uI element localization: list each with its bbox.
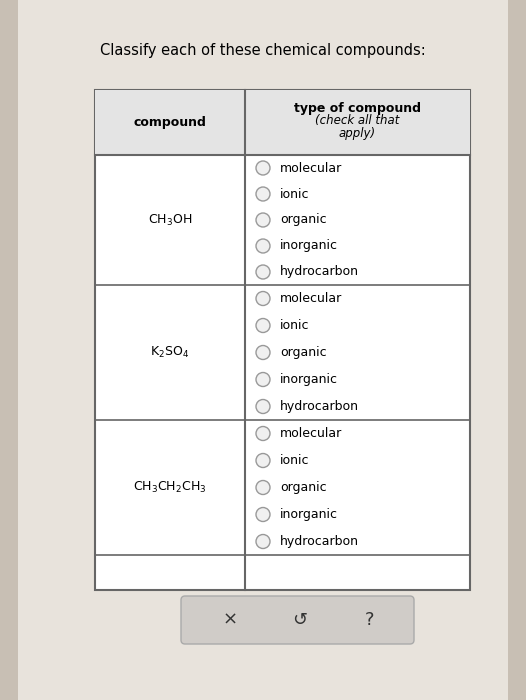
Text: hydrocarbon: hydrocarbon xyxy=(280,400,359,413)
Text: ↺: ↺ xyxy=(292,611,308,629)
Circle shape xyxy=(256,508,270,522)
Circle shape xyxy=(256,346,270,360)
Text: ionic: ionic xyxy=(280,188,309,200)
Text: organic: organic xyxy=(280,346,327,359)
Circle shape xyxy=(256,372,270,386)
Text: CH$_3$OH: CH$_3$OH xyxy=(148,213,192,228)
Circle shape xyxy=(256,187,270,201)
Text: organic: organic xyxy=(280,214,327,227)
Circle shape xyxy=(256,318,270,332)
Text: inorganic: inorganic xyxy=(280,373,338,386)
Circle shape xyxy=(256,426,270,440)
Circle shape xyxy=(256,213,270,227)
Text: (check all that: (check all that xyxy=(315,114,400,127)
Text: molecular: molecular xyxy=(280,162,342,174)
FancyBboxPatch shape xyxy=(95,90,470,590)
Text: molecular: molecular xyxy=(280,427,342,440)
Circle shape xyxy=(256,239,270,253)
Text: CH$_3$CH$_2$CH$_3$: CH$_3$CH$_2$CH$_3$ xyxy=(133,480,207,495)
Text: K$_2$SO$_4$: K$_2$SO$_4$ xyxy=(150,345,189,360)
Text: apply): apply) xyxy=(339,127,376,140)
Circle shape xyxy=(256,480,270,494)
Circle shape xyxy=(256,265,270,279)
Text: type of compound: type of compound xyxy=(294,102,421,115)
Text: Classify each of these chemical compounds:: Classify each of these chemical compound… xyxy=(100,43,426,57)
Circle shape xyxy=(256,291,270,305)
FancyBboxPatch shape xyxy=(95,90,470,155)
FancyBboxPatch shape xyxy=(18,0,508,700)
FancyBboxPatch shape xyxy=(181,596,414,644)
Text: ?: ? xyxy=(365,611,375,629)
Text: inorganic: inorganic xyxy=(280,508,338,521)
Circle shape xyxy=(256,535,270,549)
Text: inorganic: inorganic xyxy=(280,239,338,253)
Text: organic: organic xyxy=(280,481,327,494)
Circle shape xyxy=(256,161,270,175)
Circle shape xyxy=(256,400,270,414)
Text: hydrocarbon: hydrocarbon xyxy=(280,265,359,279)
Text: ×: × xyxy=(222,611,238,629)
Circle shape xyxy=(256,454,270,468)
Text: ionic: ionic xyxy=(280,454,309,467)
Text: hydrocarbon: hydrocarbon xyxy=(280,535,359,548)
Text: molecular: molecular xyxy=(280,292,342,305)
Text: compound: compound xyxy=(134,116,206,129)
Text: ionic: ionic xyxy=(280,319,309,332)
